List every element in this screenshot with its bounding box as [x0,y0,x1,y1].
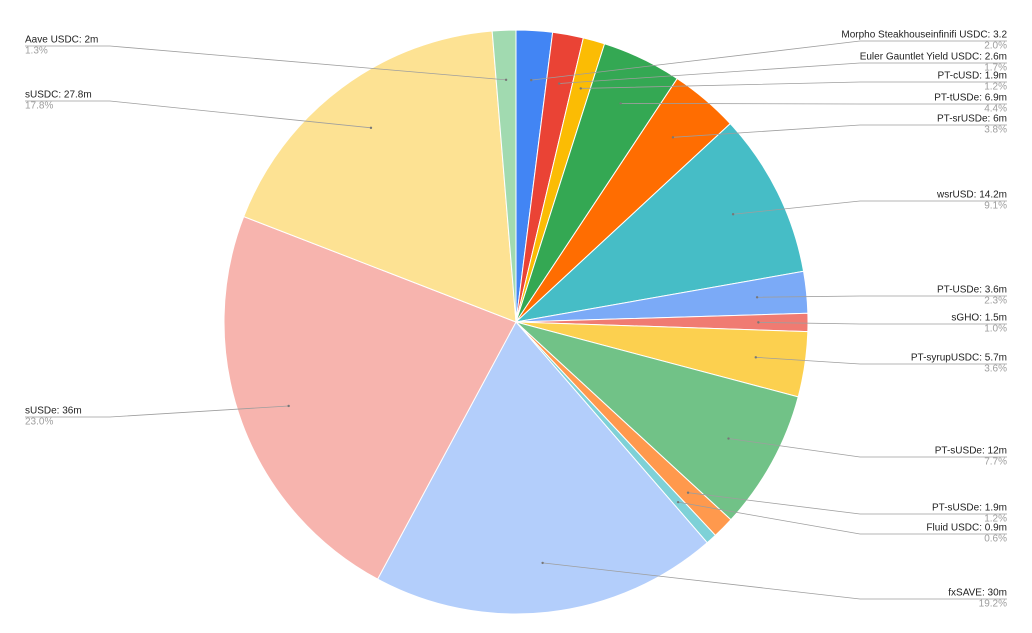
leader-line [542,562,1007,600]
leader-line [758,321,1007,325]
leader-line [672,124,1007,138]
leader-dot [558,82,561,85]
slice-label: PT-sUSDe: 1.9m [932,503,1007,514]
slice-label: PT-syrupUSDC: 5.7m [911,353,1007,364]
leader-dot [757,321,760,324]
slices [223,29,809,615]
slice [491,29,517,323]
slice-label: Morpho Steakhouseinfinifi USDC: 3.2 [841,30,1007,41]
percent-label: 23.0% [25,417,53,428]
slice-label: Aave USDC: 2m [25,35,98,46]
slice [243,30,517,323]
slice-label: PT-srUSDe: 6m [937,114,1007,125]
percent-label: 4.4% [984,104,1007,115]
leader-dot [504,78,508,82]
slice-label: Fluid USDC: 0.9m [926,523,1007,534]
slice-label: PT-cUSD: 1.9m [938,71,1007,82]
leader-dot [754,356,757,359]
leader-dot [530,78,533,82]
slice-label: sGHO: 1.5m [951,313,1007,324]
percent-label: 0.6% [984,534,1007,545]
percent-label: 1.7% [984,63,1007,74]
percent-label: 3.8% [984,125,1007,136]
percent-label: 2.0% [984,41,1007,52]
leader-dot [676,500,680,504]
leader-line [733,200,1007,215]
percent-label: 1.2% [984,514,1007,525]
slice-label: PT-USDe: 3.6m [937,285,1007,296]
slice [223,215,517,580]
leader-dot [369,126,373,130]
leader-line [25,405,289,418]
leader-line [728,438,1007,458]
leader-line [25,45,507,81]
slice-label: PT-tUSDe: 6.9m [934,93,1007,104]
slice-label: Euler Gauntlet Yield USDC: 2.6m [860,52,1007,63]
leader-dot [541,561,544,565]
percent-label: 3.6% [984,364,1007,375]
leader-line [620,103,1007,105]
leader-line [25,100,372,129]
slice [376,321,708,615]
slice-label: sUSDe: 36m [25,406,82,417]
slice [514,122,805,323]
percent-label: 2.3% [984,296,1007,307]
leader-line [757,295,1007,298]
leader-line [678,501,1007,535]
slice-label: fxSAVE: 30m [948,588,1007,599]
leader-dot [671,136,675,139]
leader-dot [731,213,735,216]
leader-dot [287,404,290,408]
percent-label: 9.1% [984,201,1007,212]
slice-label: wsrUSD: 14.2m [936,190,1007,201]
labels: Morpho Steakhouseinfinifi USDC: 3.22.0%E… [25,30,1007,610]
slice-label: PT-sUSDe: 12m [935,446,1007,457]
leader-dot [686,491,690,494]
leader-line [559,62,1007,84]
percent-label: 1.2% [984,82,1007,93]
leader-line [755,356,1007,365]
percent-label: 7.7% [984,457,1007,468]
slice [515,321,799,521]
percent-label: 1.3% [25,46,48,57]
leader-line [687,492,1007,515]
leader-dot [579,87,582,90]
percent-label: 1.0% [984,324,1007,335]
percent-label: 17.8% [25,101,53,112]
leader-dot [619,102,622,105]
slice-label: sUSDC: 27.8m [25,90,92,101]
leader-line [580,81,1007,89]
leader-dot [727,437,730,440]
leader-line [531,40,1007,81]
percent-label: 19.2% [979,599,1007,610]
leader-dot [755,296,759,299]
